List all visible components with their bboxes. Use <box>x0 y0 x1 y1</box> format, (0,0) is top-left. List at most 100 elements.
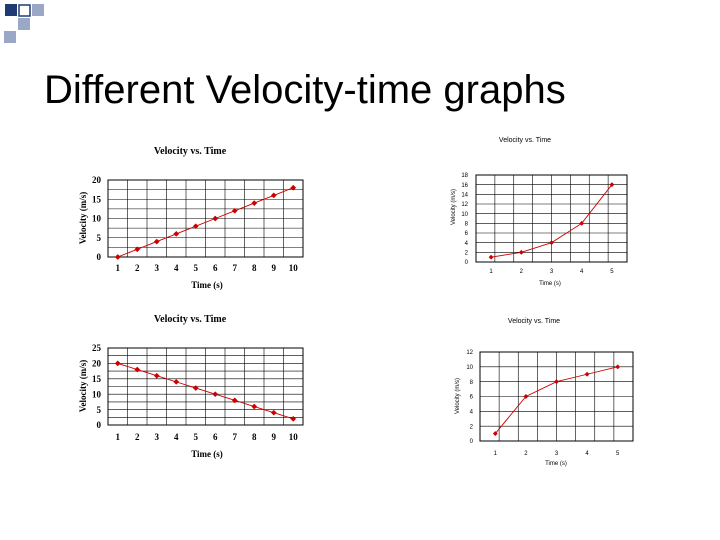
x-tick-label: 6 <box>213 432 218 442</box>
y-tick-label: 0 <box>470 439 474 445</box>
y-tick-label: 2 <box>465 250 469 256</box>
slide-title: Different Velocity-time graphs <box>44 68 566 112</box>
y-axis-label: Velocity (m/s) <box>78 192 88 244</box>
data-point <box>153 372 160 379</box>
chart-1: 0 5 10 15 20 1 2 3 4 5 6 7 8 9 10 Velocity vs. Time Time… <box>78 146 304 290</box>
data-point <box>251 200 258 207</box>
x-tick-label: 3 <box>155 432 160 442</box>
x-tick-label: 2 <box>524 451 528 457</box>
y-tick-label: 8 <box>470 380 474 386</box>
x-tick-label: 1 <box>494 451 498 457</box>
x-tick-label: 2 <box>520 269 524 275</box>
chart-title: Velocity vs. Time <box>508 318 560 325</box>
data-point <box>290 184 297 191</box>
plot-frame <box>479 351 634 442</box>
x-tick-label: 10 <box>289 432 299 442</box>
x-tick-label: 5 <box>616 451 620 457</box>
data-point <box>290 415 297 422</box>
x-tick-label: 5 <box>194 263 199 273</box>
y-tick-label: 0 <box>465 260 469 266</box>
y-axis-label: Velocity (m/s) <box>78 360 88 412</box>
deco-square-light <box>18 18 30 30</box>
data-point <box>231 207 238 214</box>
y-tick-label: 10 <box>92 389 102 399</box>
plot-frame <box>107 179 304 258</box>
data-point <box>523 393 529 400</box>
data-point <box>192 385 199 391</box>
y-tick-label: 6 <box>470 395 474 401</box>
x-tick-label: 4 <box>174 432 179 442</box>
y-tick-label: 10 <box>461 212 468 218</box>
y-tick-label: 12 <box>466 350 473 356</box>
y-tick-label: 15 <box>92 374 102 384</box>
data-point <box>518 249 524 255</box>
data-point <box>579 220 585 226</box>
x-tick-label: 8 <box>252 432 257 442</box>
data-point <box>584 371 590 377</box>
y-tick-label: 10 <box>466 365 473 371</box>
x-tick-label: 3 <box>555 451 559 457</box>
x-axis-label: Time (s) <box>545 461 567 467</box>
x-tick-label: 4 <box>585 451 589 457</box>
data-point <box>615 364 621 370</box>
x-tick-label: 4 <box>174 263 179 273</box>
data-point <box>114 360 121 367</box>
deco-square-light <box>32 4 44 16</box>
data-point <box>270 192 277 199</box>
x-tick-label: 4 <box>580 269 584 275</box>
y-tick-label: 4 <box>465 241 469 247</box>
x-tick-label: 2 <box>135 432 140 442</box>
x-tick-label: 3 <box>155 263 160 273</box>
x-axis-label: Time (s) <box>191 280 223 290</box>
data-point <box>153 238 160 245</box>
y-axis-label: Velocity (m/s) <box>451 189 457 225</box>
chart-title: Velocity vs. Time <box>154 146 227 157</box>
x-axis-label: Time (s) <box>191 449 223 459</box>
data-point <box>553 379 560 385</box>
x-tick-label: 1 <box>489 269 493 275</box>
y-tick-label: 0 <box>97 420 102 430</box>
y-tick-label: 15 <box>92 194 102 204</box>
deco-square-dark <box>5 4 17 16</box>
x-tick-label: 5 <box>194 432 199 442</box>
x-tick-label: 1 <box>116 432 121 442</box>
y-tick-label: 2 <box>470 424 474 430</box>
decorative-squares <box>4 4 44 43</box>
series-line <box>117 187 294 258</box>
plot-frame <box>475 174 628 263</box>
x-tick-label: 3 <box>550 269 554 275</box>
y-tick-label: 5 <box>97 405 102 415</box>
y-tick-label: 20 <box>92 359 102 369</box>
data-point <box>173 230 180 237</box>
x-axis-label: Time (s) <box>539 281 561 287</box>
x-tick-label: 10 <box>289 263 299 273</box>
data-point <box>134 366 141 373</box>
y-tick-label: 14 <box>461 192 468 198</box>
chart-title: Velocity vs. Time <box>154 314 227 325</box>
x-tick-label: 1 <box>116 263 121 273</box>
data-point <box>212 215 219 222</box>
data-point <box>134 246 141 253</box>
plot-frame <box>107 347 304 426</box>
data-point <box>270 409 277 416</box>
y-tick-label: 10 <box>92 214 102 224</box>
data-point <box>114 254 121 260</box>
y-tick-label: 4 <box>470 409 474 415</box>
y-tick-label: 0 <box>97 252 102 262</box>
deco-square-light <box>4 31 16 43</box>
y-tick-label: 12 <box>461 202 468 208</box>
data-point <box>492 431 498 437</box>
chart-3: 0 5 10 15 20 25 1 2 3 4 5 6 7 8 9 10 Velocity vs. Time Ti… <box>78 314 304 459</box>
data-point <box>192 223 199 230</box>
y-tick-label: 16 <box>461 183 468 189</box>
y-tick-label: 25 <box>92 343 102 353</box>
chart-title: Velocity vs. Time <box>499 137 551 144</box>
x-tick-label: 7 <box>233 263 238 273</box>
y-tick-label: 6 <box>465 231 469 237</box>
y-axis-label: Velocity (m/s) <box>455 378 461 414</box>
data-point <box>548 240 555 246</box>
data-point <box>212 391 219 398</box>
